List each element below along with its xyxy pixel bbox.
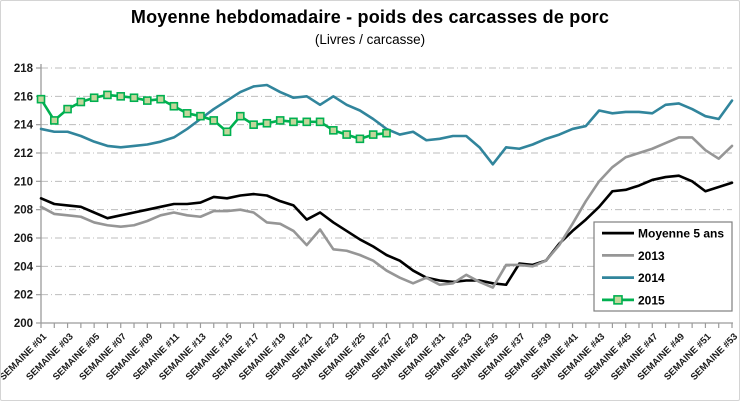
chart-subtitle: (Livres / carcasse) [314, 32, 426, 47]
legend-label: Moyenne 5 ans [638, 227, 724, 241]
series-marker-2015 [355, 134, 365, 144]
y-axis-label: 216 [14, 91, 33, 103]
series-marker-2015 [342, 130, 351, 139]
series-line-moyenne-5-ans [39, 174, 734, 287]
series-marker-2015 [63, 104, 72, 114]
y-axis-label: 214 [14, 120, 34, 132]
y-axis-label: 206 [14, 233, 33, 245]
series-marker-2015 [209, 116, 219, 125]
y-axis-label: 210 [14, 176, 33, 188]
chart-title: Moyenne hebdomadaire - poids des carcass… [130, 7, 610, 27]
legend-label: 2015 [638, 293, 665, 307]
series-marker-2015 [236, 111, 245, 121]
legend-label: 2013 [638, 249, 665, 263]
y-axis-label: 212 [14, 148, 33, 160]
series-marker-2015 [156, 94, 165, 104]
x-axis-label: SEMAINE #53 [689, 331, 740, 382]
y-axis-label: 200 [14, 318, 33, 330]
series-marker-2015 [302, 117, 312, 127]
series-marker-2015 [382, 128, 391, 138]
legend-marker-sample [613, 295, 623, 305]
series-marker-2015 [143, 96, 152, 105]
series-marker-2015 [169, 101, 179, 111]
series-marker-2015 [275, 116, 285, 125]
series-marker-2015 [103, 90, 112, 100]
series-marker-2015 [49, 116, 59, 125]
series-marker-2015 [222, 127, 232, 137]
series-marker-2015 [196, 111, 205, 121]
legend-label: 2014 [638, 271, 665, 285]
series-marker-2015 [262, 118, 272, 128]
series-marker-2015 [315, 117, 325, 127]
y-axis-label: 208 [14, 205, 34, 217]
series-marker-2015 [36, 94, 46, 104]
y-axis-label: 218 [14, 63, 34, 75]
series-marker-2015 [329, 126, 338, 135]
series-line-2013 [39, 136, 734, 289]
series-marker-2015 [76, 97, 86, 107]
series-marker-2015 [129, 93, 139, 103]
series-marker-2015 [368, 130, 378, 139]
series-marker-2015 [182, 109, 192, 118]
y-axis-label: 202 [14, 290, 33, 302]
series-marker-2015 [249, 120, 258, 129]
series-marker-2015 [289, 117, 298, 127]
y-axis-label: 204 [14, 261, 34, 273]
series-marker-2015 [89, 93, 99, 103]
series-marker-2015 [116, 92, 126, 101]
